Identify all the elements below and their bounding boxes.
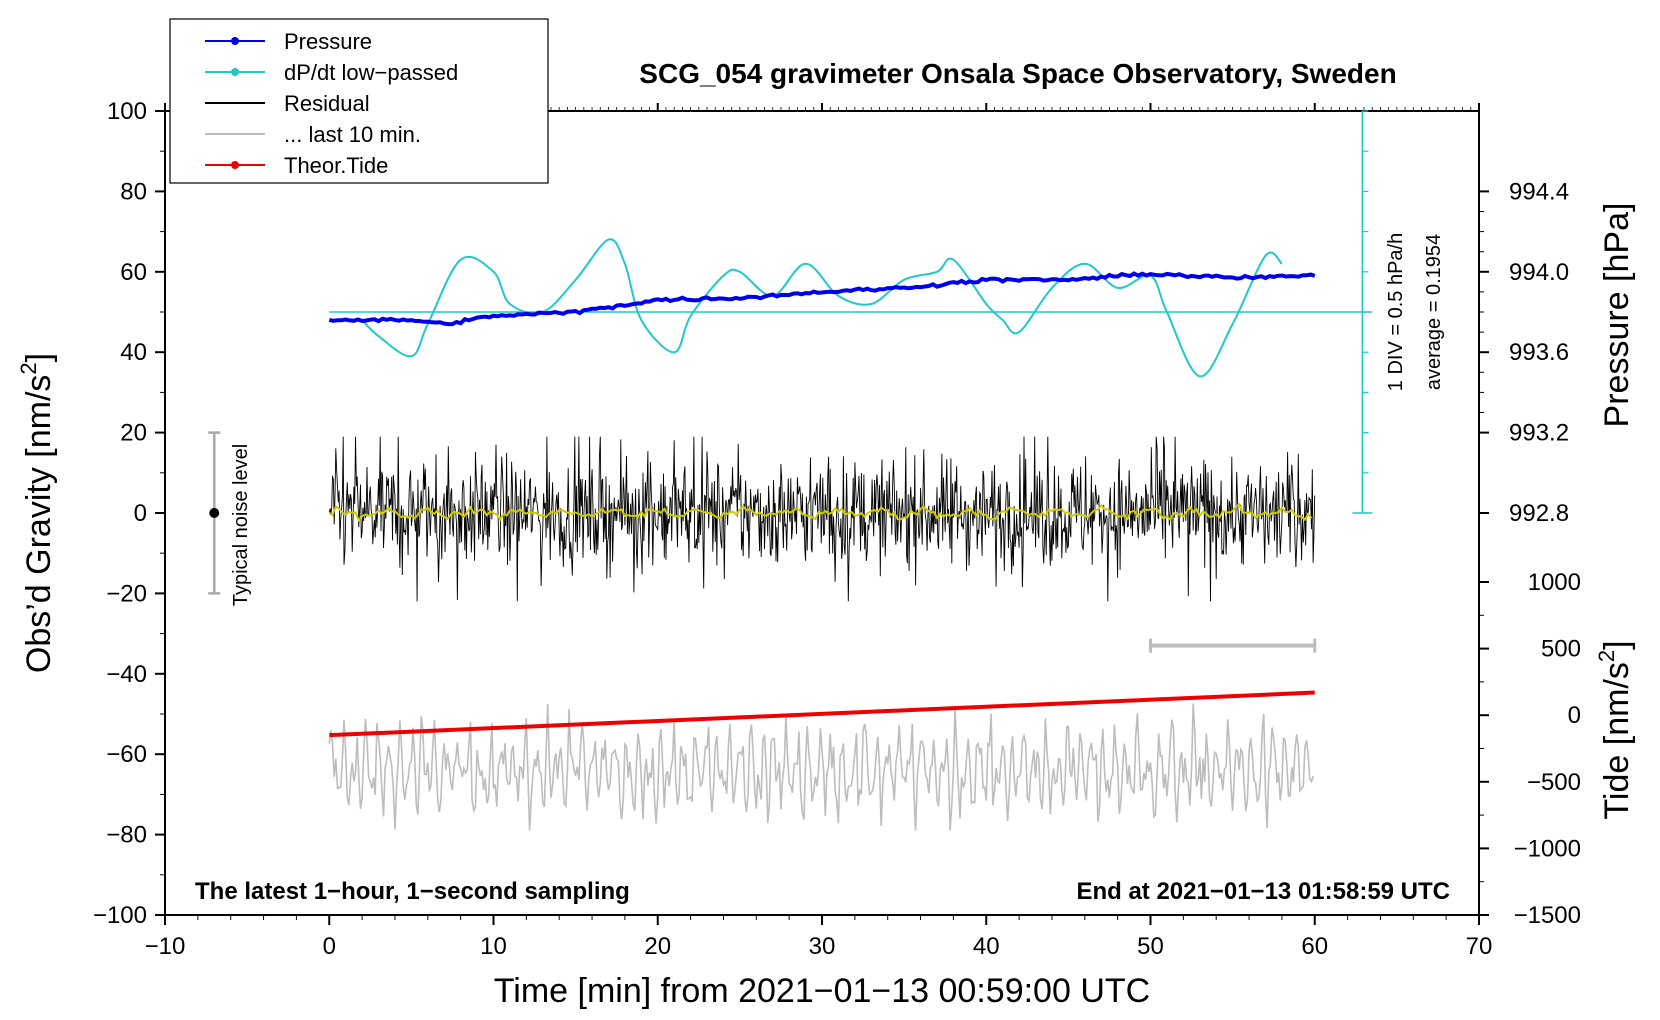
x-tick-label: 50: [1137, 933, 1164, 960]
pressure-line: [328, 271, 1316, 327]
y-axis-tide-title-main: Tide [nm/s: [1598, 662, 1636, 819]
y-tide-tick-label: −1000: [1514, 835, 1581, 862]
legend-swatch-marker: [231, 161, 239, 169]
y-left-tick-label: 0: [134, 500, 147, 527]
chart-title: SCG_054 gravimeter Onsala Space Observat…: [639, 58, 1396, 89]
x-tick-label: 40: [973, 933, 1000, 960]
legend-entries: Pressure dP/dt low−passed Residual ... last…: [205, 29, 458, 178]
y-tide-tick-label: −500: [1527, 769, 1581, 796]
legend: Pressure dP/dt low−passed Residual ... last…: [169, 18, 549, 184]
legend-box: [169, 18, 549, 184]
y-axis-left-title-main: Obs’d Gravity [nm/s: [20, 375, 58, 674]
legend-label: Theor.Tide: [284, 153, 388, 178]
x-tick-label: 20: [644, 933, 671, 960]
y-axis-tide-title-sup: 2: [1594, 650, 1619, 662]
x-tick-label: 60: [1301, 933, 1328, 960]
y-pressure-tick-label: 993.6: [1509, 339, 1569, 366]
y-left-tick-label: −100: [93, 902, 147, 929]
x-axis-title: Time [min] from 2021−01−13 00:59:00 UTC: [494, 972, 1150, 1010]
legend-label: Residual: [284, 91, 370, 116]
y-left-tick-label: −40: [106, 661, 147, 688]
noise-level-label: Typical noise level: [230, 444, 252, 606]
dpdt-line: [361, 238, 1283, 378]
dpdt-average-label: average = 0.1954: [1423, 234, 1445, 390]
y-tide-tick-label: −1500: [1514, 902, 1581, 929]
y-left-tick-label: −60: [106, 741, 147, 768]
legend-swatch-marker: [231, 68, 239, 76]
residual-line: [328, 436, 1316, 602]
y-left-tick-label: 80: [120, 178, 147, 205]
x-tick-label: 10: [480, 933, 507, 960]
end-time-label: End at 2021−01−13 01:58:59 UTC: [1076, 878, 1450, 905]
axis-ticks: [155, 103, 1489, 925]
y-left-tick-label: 20: [120, 420, 147, 447]
y-left-tick-label: 100: [107, 98, 147, 125]
y-left-tick-label: −20: [106, 580, 147, 607]
legend-label: Pressure: [284, 29, 372, 54]
y-pressure-tick-label: 994.4: [1509, 178, 1569, 205]
y-axis-left-title-sup: 2: [16, 362, 41, 374]
y-axis-tide-title-close: ]: [1598, 640, 1636, 649]
y-pressure-tick-label: 992.8: [1509, 500, 1569, 527]
legend-swatch-marker: [231, 37, 239, 45]
y-tide-tick-label: 500: [1541, 636, 1581, 663]
y-axis-tide-title: Tide [nm/s2]: [1594, 640, 1636, 819]
last-10-min-line: [328, 703, 1314, 831]
series-layer: [208, 110, 1373, 831]
residual-smoothed-line: [328, 502, 1313, 523]
y-axis-pressure-title: Pressure [hPa]: [1598, 203, 1636, 428]
y-left-tick-label: −80: [106, 822, 147, 849]
tick-labels: −10 0 10 20 30 40 50 60 70100806040200−20−40−60−…: [93, 98, 1581, 960]
noise-level-dot: [209, 508, 220, 518]
latest-sampling-label: The latest 1−hour, 1−second sampling: [195, 878, 630, 905]
legend-label: ... last 10 min.: [284, 122, 421, 147]
y-axis-left-title: Obs’d Gravity [nm/s2]: [16, 353, 58, 673]
x-tick-label: 0: [323, 933, 336, 960]
y-left-tick-label: 40: [120, 339, 147, 366]
y-tide-tick-label: 1000: [1528, 569, 1581, 596]
dpdt-scale-label: 1 DIV = 0.5 hPa/h: [1385, 233, 1407, 391]
y-pressure-tick-label: 994.0: [1509, 259, 1569, 286]
y-tide-tick-label: 0: [1568, 702, 1581, 729]
legend-label: dP/dt low−passed: [284, 60, 458, 85]
x-tick-label: 30: [809, 933, 836, 960]
y-axis-left-title-close: ]: [20, 353, 58, 362]
theor-tide-line: [329, 690, 1315, 738]
y-pressure-tick-label: 993.2: [1509, 420, 1569, 447]
x-tick-label: −10: [145, 933, 186, 960]
y-left-tick-label: 60: [120, 259, 147, 286]
x-tick-label: 70: [1466, 933, 1493, 960]
